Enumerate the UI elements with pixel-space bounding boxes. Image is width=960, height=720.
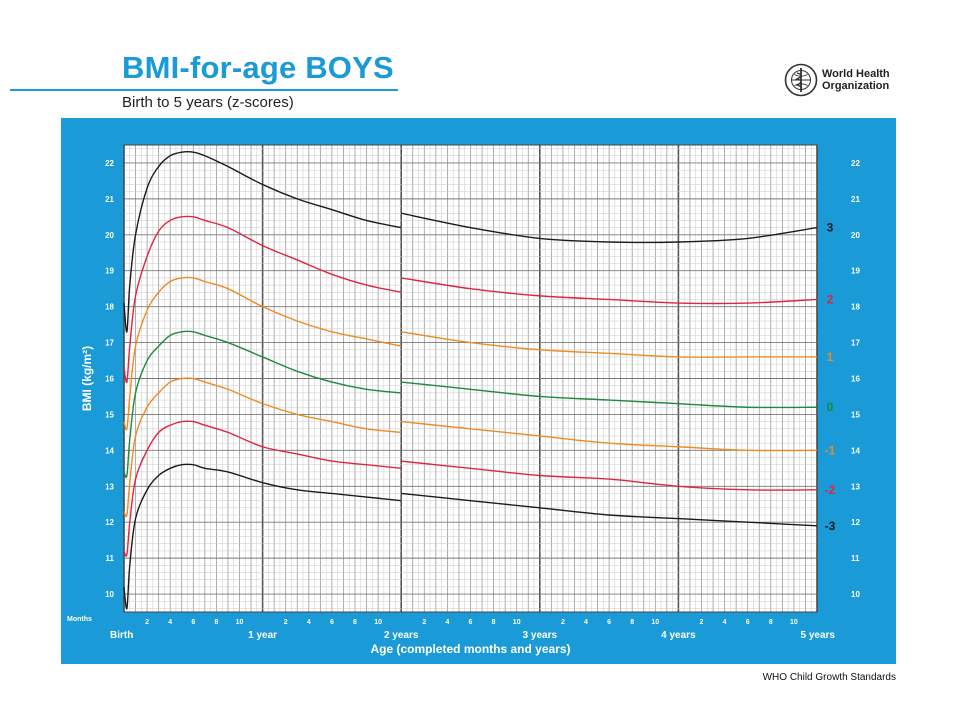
x-month-tick-label: 4 [584, 619, 588, 626]
who-name-line2: Organization [822, 80, 890, 92]
x-unit-label: Months [67, 616, 92, 623]
y-tick-label-right: 15 [851, 410, 860, 419]
x-month-tick-label: 4 [307, 619, 311, 626]
z-score-line--3 [401, 492, 818, 527]
z-score-line--1 [401, 420, 818, 452]
z-score-label--1: -1 [825, 443, 836, 457]
x-month-tick-label: 8 [630, 619, 634, 626]
y-tick-label-left: 11 [106, 554, 115, 563]
x-month-tick-label: 4 [168, 619, 172, 626]
z-score-label-3: 3 [827, 221, 834, 235]
title-rule [10, 89, 398, 91]
x-month-tick-label: 4 [445, 619, 449, 626]
x-year-label: 5 years [801, 630, 836, 641]
y-tick-label-right: 13 [851, 482, 860, 491]
y-tick-label-right: 12 [851, 518, 860, 527]
y-tick-label-left: 18 [105, 303, 114, 312]
x-month-tick-label: 6 [746, 619, 750, 626]
x-month-tick-label: 6 [607, 619, 611, 626]
y-tick-label-left: 22 [105, 159, 114, 168]
x-month-tick-label: 8 [492, 619, 496, 626]
chart-panel: 10 10 11 11 12 12 13 13 14 14 15 15 16 16 17 17 18 18 19 19… [61, 118, 896, 664]
y-tick-label-right: 18 [851, 303, 860, 312]
x-month-tick-label: 10 [513, 619, 521, 626]
z-score-line-2 [401, 277, 818, 305]
x-month-tick-label: 10 [374, 619, 382, 626]
plot-border [123, 144, 818, 613]
y-tick-label-right: 20 [851, 231, 860, 240]
z-score-line--1 [123, 377, 402, 518]
z-score-label-2: 2 [827, 292, 834, 306]
who-emblem-icon [784, 63, 818, 97]
y-tick-label-right: 17 [851, 339, 860, 348]
z-score-label--3: -3 [825, 519, 836, 533]
x-year-label: 3 years [523, 630, 558, 641]
y-tick-label-left: 17 [105, 339, 114, 348]
x-month-tick-label: 6 [469, 619, 473, 626]
x-year-label: 1 year [248, 630, 277, 641]
chart-title: BMI-for-age BOYS [122, 50, 394, 85]
y-tick-label-right: 22 [851, 159, 860, 168]
z-score-line--2 [401, 460, 818, 491]
z-score-label-1: 1 [827, 350, 834, 364]
x-month-tick-label: 10 [790, 619, 798, 626]
x-month-tick-label: 2 [561, 619, 565, 626]
x-month-tick-label: 6 [191, 619, 195, 626]
x-month-tick-label: 8 [769, 619, 773, 626]
z-score-label--2: -2 [825, 483, 836, 497]
y-tick-label-right: 14 [851, 446, 860, 455]
z-score-label-0: 0 [827, 400, 834, 414]
x-year-label: 2 years [384, 630, 419, 641]
source-note: WHO Child Growth Standards [762, 672, 896, 683]
x-month-tick-label: 4 [723, 619, 727, 626]
x-month-tick-label: 2 [284, 619, 288, 626]
y-tick-label-left: 21 [105, 195, 114, 204]
chart-subtitle: Birth to 5 years (z-scores) [122, 94, 294, 111]
x-month-tick-label: 8 [214, 619, 218, 626]
who-name-line1: World Health [822, 68, 890, 80]
y-tick-label-right: 16 [851, 375, 860, 384]
y-tick-label-left: 20 [105, 231, 114, 240]
who-logo: World Health Organization [784, 63, 890, 97]
z-score-line-0 [401, 381, 818, 409]
z-score-line-2 [123, 215, 402, 384]
z-score-line--2 [123, 420, 402, 557]
y-tick-label-right: 21 [851, 195, 860, 204]
y-tick-label-left: 14 [105, 446, 114, 455]
y-tick-label-left: 10 [105, 590, 114, 599]
x-month-tick-label: 10 [236, 619, 244, 626]
z-score-line-1 [401, 331, 817, 358]
z-score-line-3 [123, 151, 402, 333]
y-tick-label-left: 16 [105, 375, 114, 384]
z-score-line-0 [123, 330, 402, 478]
x-axis-label: Age (completed months and years) [370, 642, 570, 656]
x-year-label: 4 years [661, 630, 696, 641]
x-month-tick-label: 10 [651, 619, 659, 626]
y-axis-label: BMI (kg/m²) [80, 346, 94, 411]
x-month-tick-label: 2 [145, 619, 149, 626]
x-month-tick-label: 2 [422, 619, 426, 626]
x-month-tick-label: 6 [330, 619, 334, 626]
y-tick-label-right: 19 [851, 267, 860, 276]
y-tick-label-left: 13 [105, 482, 114, 491]
y-tick-label-right: 10 [851, 590, 860, 599]
z-score-line-1 [123, 276, 402, 431]
x-month-tick-label: 2 [700, 619, 704, 626]
z-score-line-3 [401, 212, 818, 244]
x-year-label: Birth [110, 630, 133, 641]
y-tick-label-left: 19 [105, 267, 114, 276]
y-tick-label-left: 15 [105, 410, 114, 419]
x-month-tick-label: 8 [353, 619, 357, 626]
y-tick-label-right: 11 [851, 554, 860, 563]
z-score-line--3 [123, 463, 402, 610]
y-tick-label-left: 12 [105, 518, 114, 527]
